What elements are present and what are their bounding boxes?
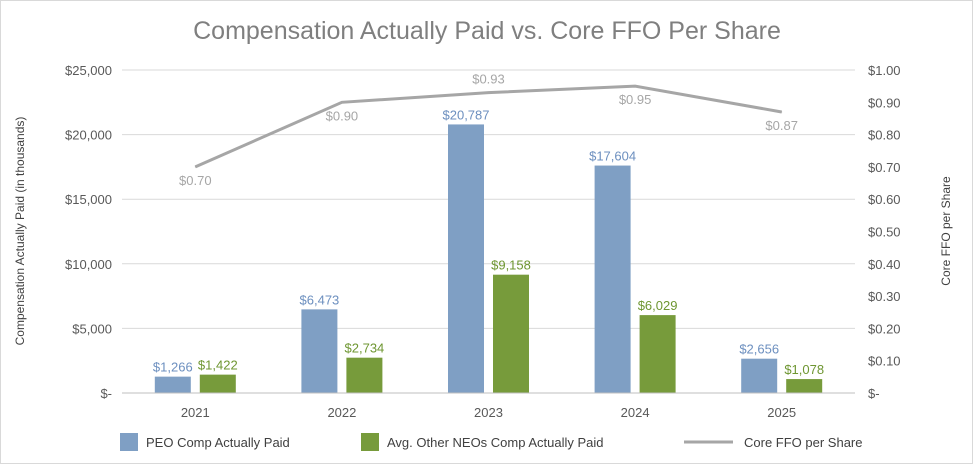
neo-bar [199,374,236,393]
x-tick-label: 2025 [767,405,796,420]
neo-bar-label: $1,078 [784,362,824,377]
neo-bar [346,357,383,393]
peo-bar [594,165,631,393]
legend-label-neo: Avg. Other NEOs Comp Actually Paid [387,435,604,450]
ffo-label: $0.95 [619,92,652,107]
x-tick-label: 2021 [181,405,210,420]
y-tick-label: $20,000 [65,128,112,143]
ffo-label: $0.70 [179,173,212,188]
neo-bar-label: $2,734 [345,341,385,356]
y-axis-title: Compensation Actually Paid (in thousands… [13,117,27,346]
peo-bar [741,358,778,393]
x-tick-label: 2022 [327,405,356,420]
x-tick-label: 2024 [621,405,650,420]
x-tick-label: 2023 [474,405,503,420]
ffo-point [341,101,343,103]
ffo-point [781,111,783,113]
ffo-label: $0.93 [472,72,505,87]
y2-tick-label: $1.00 [868,63,901,78]
y-tick-label: $25,000 [65,63,112,78]
y2-tick-label: $0.10 [868,354,901,369]
y-tick-label: $15,000 [65,192,112,207]
y2-tick-label: $- [868,386,880,401]
peo-bar-label: $6,473 [300,292,340,307]
neo-bar-label: $1,422 [198,358,238,373]
legend-swatch-neo [361,433,379,451]
ffo-line-path [194,84,782,169]
ffo-point [488,92,489,94]
y-tick-label: $10,000 [65,257,112,272]
ffo-label: $0.87 [765,118,798,133]
y2-tick-label: $0.60 [868,192,901,207]
ffo-line [194,84,783,169]
y2-tick-label: $0.50 [868,225,901,240]
y2-tick-label: $0.80 [868,128,901,143]
y2-axis-title: Core FFO per Share [939,176,953,286]
legend-label-peo: PEO Comp Actually Paid [146,435,290,450]
peo-bar [301,309,338,393]
neo-bar-label: $9,158 [491,258,531,273]
axes: $- $5,000 $10,000 $15,000 $20,000 $25,000 $- $0… [65,63,901,420]
legend-swatch-peo [120,433,138,451]
legend-label-ffo: Core FFO per Share [744,435,863,450]
y2-tick-label: $0.90 [868,95,901,110]
peo-bar-label: $1,266 [153,360,193,375]
peo-bar [448,124,484,394]
ffo-point [194,166,196,168]
peo-bar-label: $2,656 [739,342,779,357]
legend: PEO Comp Actually Paid Avg. Other NEOs Co… [120,433,863,451]
y-tick-label: $5,000 [72,321,112,336]
chart-title: Compensation Actually Paid vs. Core FFO … [193,17,781,45]
y2-tick-label: $0.70 [868,160,901,175]
neo-bar [786,379,823,393]
data-labels: $1,266 $6,473 $20,787 $17,604 $2,656 $1,422 $2… [153,72,824,377]
peo-bar-label: $17,604 [589,149,636,164]
ffo-point [634,85,636,87]
bars [154,124,823,394]
y2-tick-label: $0.30 [868,289,901,304]
gridlines [122,69,855,329]
neo-bar-label: $6,029 [638,298,678,313]
y2-tick-label: $0.40 [868,257,901,272]
ffo-label: $0.90 [326,108,359,123]
y-tick-label: $- [100,386,112,401]
peo-bar-label: $20,787 [443,107,490,122]
y2-tick-label: $0.20 [868,321,901,336]
neo-bar [639,315,676,393]
peo-bar [154,376,191,393]
neo-bar [493,274,529,393]
